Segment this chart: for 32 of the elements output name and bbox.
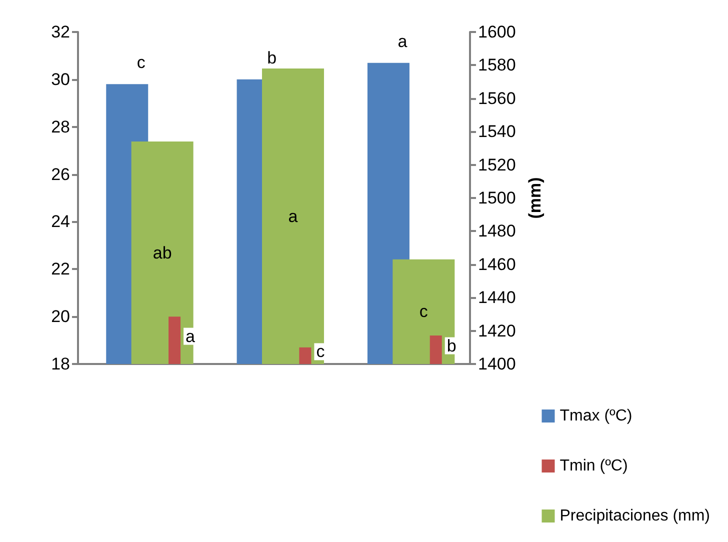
y2-tick-label: 1540: [478, 122, 516, 142]
y2-axis-title: (mm): [526, 177, 545, 219]
y-tick-label: 24: [51, 212, 70, 232]
y-tick-label: 26: [51, 164, 70, 184]
y-tick-label: 18: [51, 354, 70, 374]
y2-tick-label: 1560: [478, 88, 516, 108]
data-label: c: [419, 302, 428, 322]
legend-label: Precipitaciones (mm): [560, 508, 710, 524]
data-label: ab: [152, 243, 172, 262]
y2-tick-label: 1400: [478, 354, 516, 374]
data-label: c: [316, 342, 326, 362]
data-label: c: [136, 53, 146, 72]
y2-tick-label: 1580: [478, 56, 516, 75]
data-label: b: [267, 48, 277, 68]
y2-tick-label: 1600: [478, 22, 516, 42]
data-label: a: [398, 32, 408, 51]
y-tick-label: 20: [51, 307, 70, 326]
y-tick-label: 30: [51, 70, 70, 89]
data-label: b: [446, 336, 456, 356]
legend-label: Tmin (ºC): [560, 458, 628, 474]
y-tick-label: 22: [51, 260, 70, 279]
y2-tick-label: 1500: [478, 188, 516, 208]
y2-tick-label: 1460: [478, 254, 516, 274]
y2-tick-label: 1480: [478, 222, 516, 241]
y-tick-label: 28: [51, 117, 70, 136]
y2-tick-label: 1420: [478, 321, 516, 340]
y2-tick-label: 1440: [478, 288, 516, 308]
data-label: a: [186, 326, 196, 346]
data-label: a: [288, 206, 298, 226]
y-tick-label: 32: [51, 22, 70, 42]
y2-tick-label: 1520: [478, 155, 516, 174]
legend-label: Tmax (ºC): [560, 408, 632, 424]
